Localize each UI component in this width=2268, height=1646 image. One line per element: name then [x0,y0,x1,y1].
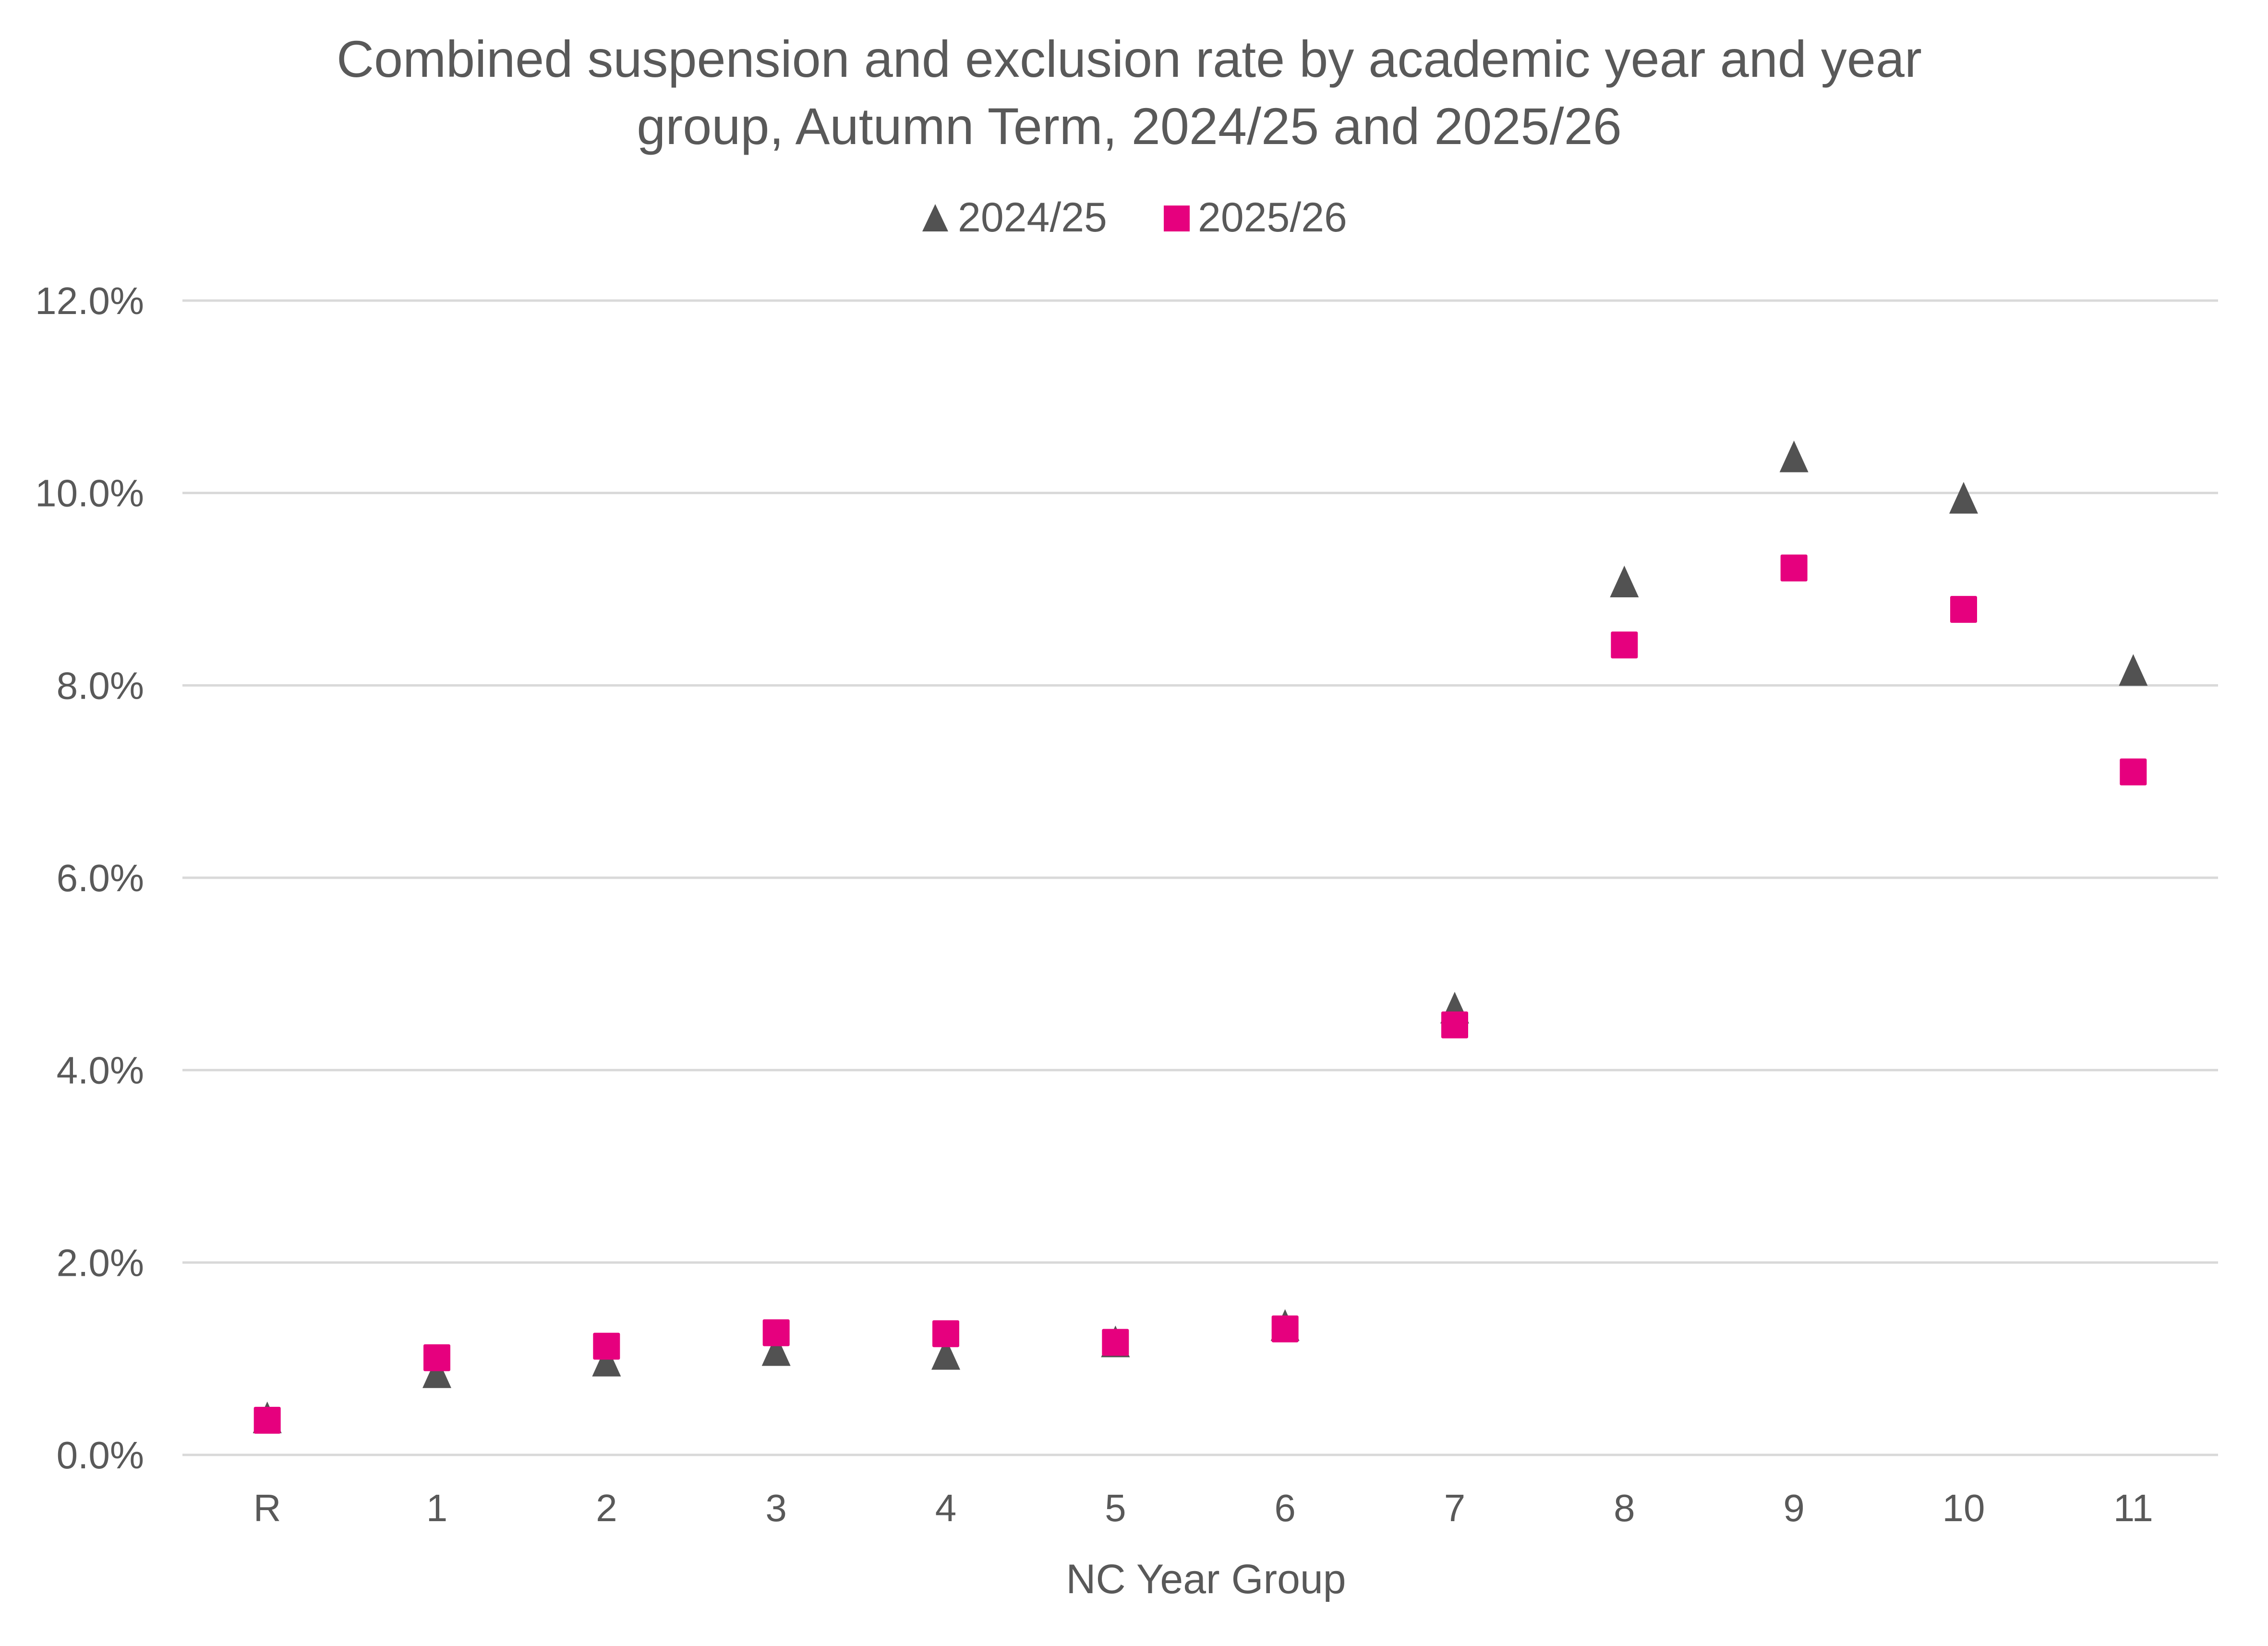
y-tick-label: 12.0% [35,279,144,322]
data-point-square [423,1344,450,1371]
series-2025-26 [253,554,2147,1434]
data-point-triangle [422,1356,451,1388]
x-tick-label: 11 [2113,1487,2153,1529]
y-tick-label: 10.0% [35,472,144,515]
data-point-triangle [931,1338,960,1370]
y-tick-label: 0.0% [57,1434,144,1477]
x-axis-title: NC Year Group [1066,1556,1346,1602]
x-tick-label: 3 [765,1487,787,1529]
data-point-square [253,1406,281,1434]
x-tick-label: R [253,1487,281,1529]
legend: 2024/25 2025/26 [922,194,1347,241]
gridlines [182,299,2218,1456]
legend-label-2025-26: 2025/26 [1198,194,1347,241]
x-tick-label: 10 [1942,1487,1985,1529]
y-tick-label: 8.0% [57,664,144,707]
x-tick-label: 6 [1274,1487,1296,1529]
x-tick-label: 4 [935,1487,957,1529]
data-point-square [1102,1329,1129,1356]
data-point-square [2120,758,2147,786]
chart-title-line-2: group, Autumn Term, 2024/25 and 2025/26 [637,97,1622,155]
legend-label-2024-25: 2024/25 [958,194,1107,241]
data-point-triangle [592,1344,621,1377]
x-axis-tick-labels: R 1 2 3 4 5 6 7 8 9 10 11 [253,1487,2153,1529]
data-point-square [1950,596,1977,623]
x-tick-label: 5 [1105,1487,1126,1529]
y-tick-label: 4.0% [57,1049,144,1092]
series-2024-25 [253,440,2148,1433]
legend-marker-2024-25 [922,204,948,231]
data-point-square [593,1332,620,1360]
data-point-square [1780,554,1808,581]
x-tick-label: 2 [596,1487,617,1529]
y-tick-label: 6.0% [57,857,144,899]
legend-marker-2025-26 [1164,206,1190,231]
data-point-triangle [1949,482,1978,514]
chart-title: Combined suspension and exclusion rate b… [337,30,1922,155]
y-tick-label: 2.0% [57,1241,144,1284]
data-point-triangle [1610,565,1639,597]
y-axis-tick-labels: 0.0% 2.0% 4.0% 6.0% 8.0% 10.0% 12.0% [35,279,144,1477]
data-point-square [932,1320,959,1347]
data-point-square [1271,1315,1299,1343]
x-tick-label: 1 [426,1487,448,1529]
x-tick-label: 8 [1614,1487,1635,1529]
data-point-square [1441,1011,1468,1039]
data-point-square [1611,631,1638,659]
data-point-triangle [2119,654,2148,686]
data-point-triangle [1779,440,1809,472]
data-point-triangle [761,1334,791,1366]
x-tick-label: 7 [1444,1487,1466,1529]
data-point-square [762,1319,790,1346]
x-tick-label: 9 [1783,1487,1805,1529]
chart-title-line-1: Combined suspension and exclusion rate b… [337,30,1922,88]
